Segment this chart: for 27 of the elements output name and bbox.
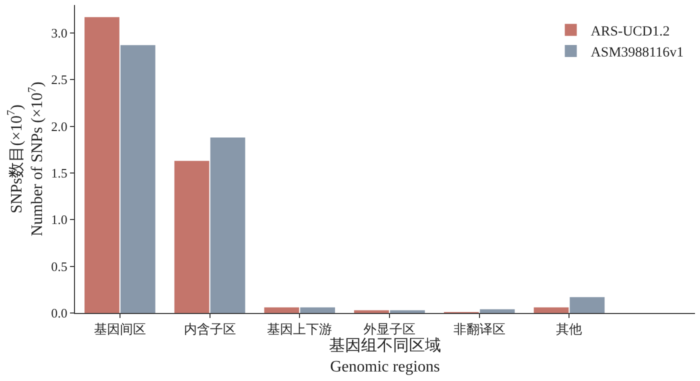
y-tick-label: 0.0: [51, 306, 68, 321]
bar: [534, 307, 569, 313]
bar: [84, 17, 120, 313]
x-tick-label: 内含子区: [184, 322, 236, 337]
x-tick-label: 基因间区: [94, 322, 146, 337]
bar: [354, 310, 389, 313]
x-tick-label: 非翻译区: [453, 322, 506, 337]
bar: [120, 45, 156, 313]
legend-label: ARS-UCD1.2: [590, 24, 670, 40]
bar: [480, 309, 515, 313]
x-axis-title: 基因组不同区域 Genomic regions: [329, 336, 441, 376]
y-tick-label: 1.0: [51, 212, 68, 228]
x-tick-label: 其他: [556, 322, 582, 337]
bar: [390, 310, 425, 313]
bar: [174, 160, 210, 313]
bar: [210, 138, 246, 313]
x-tick-label: 基因上下游: [267, 322, 332, 337]
bar: [264, 307, 300, 313]
y-tick-label: 1.5: [51, 166, 68, 181]
legend-label: ASM3988116v1: [590, 46, 684, 60]
y-tick-label: 2.5: [51, 72, 68, 88]
x-tick-label: 外显子区: [363, 322, 416, 337]
y-tick-label: 3.0: [51, 26, 68, 41]
bar: [570, 297, 605, 313]
y-tick-label: 2.0: [51, 118, 68, 134]
y-tick-label: 0.5: [51, 258, 68, 274]
bar: [300, 307, 336, 313]
